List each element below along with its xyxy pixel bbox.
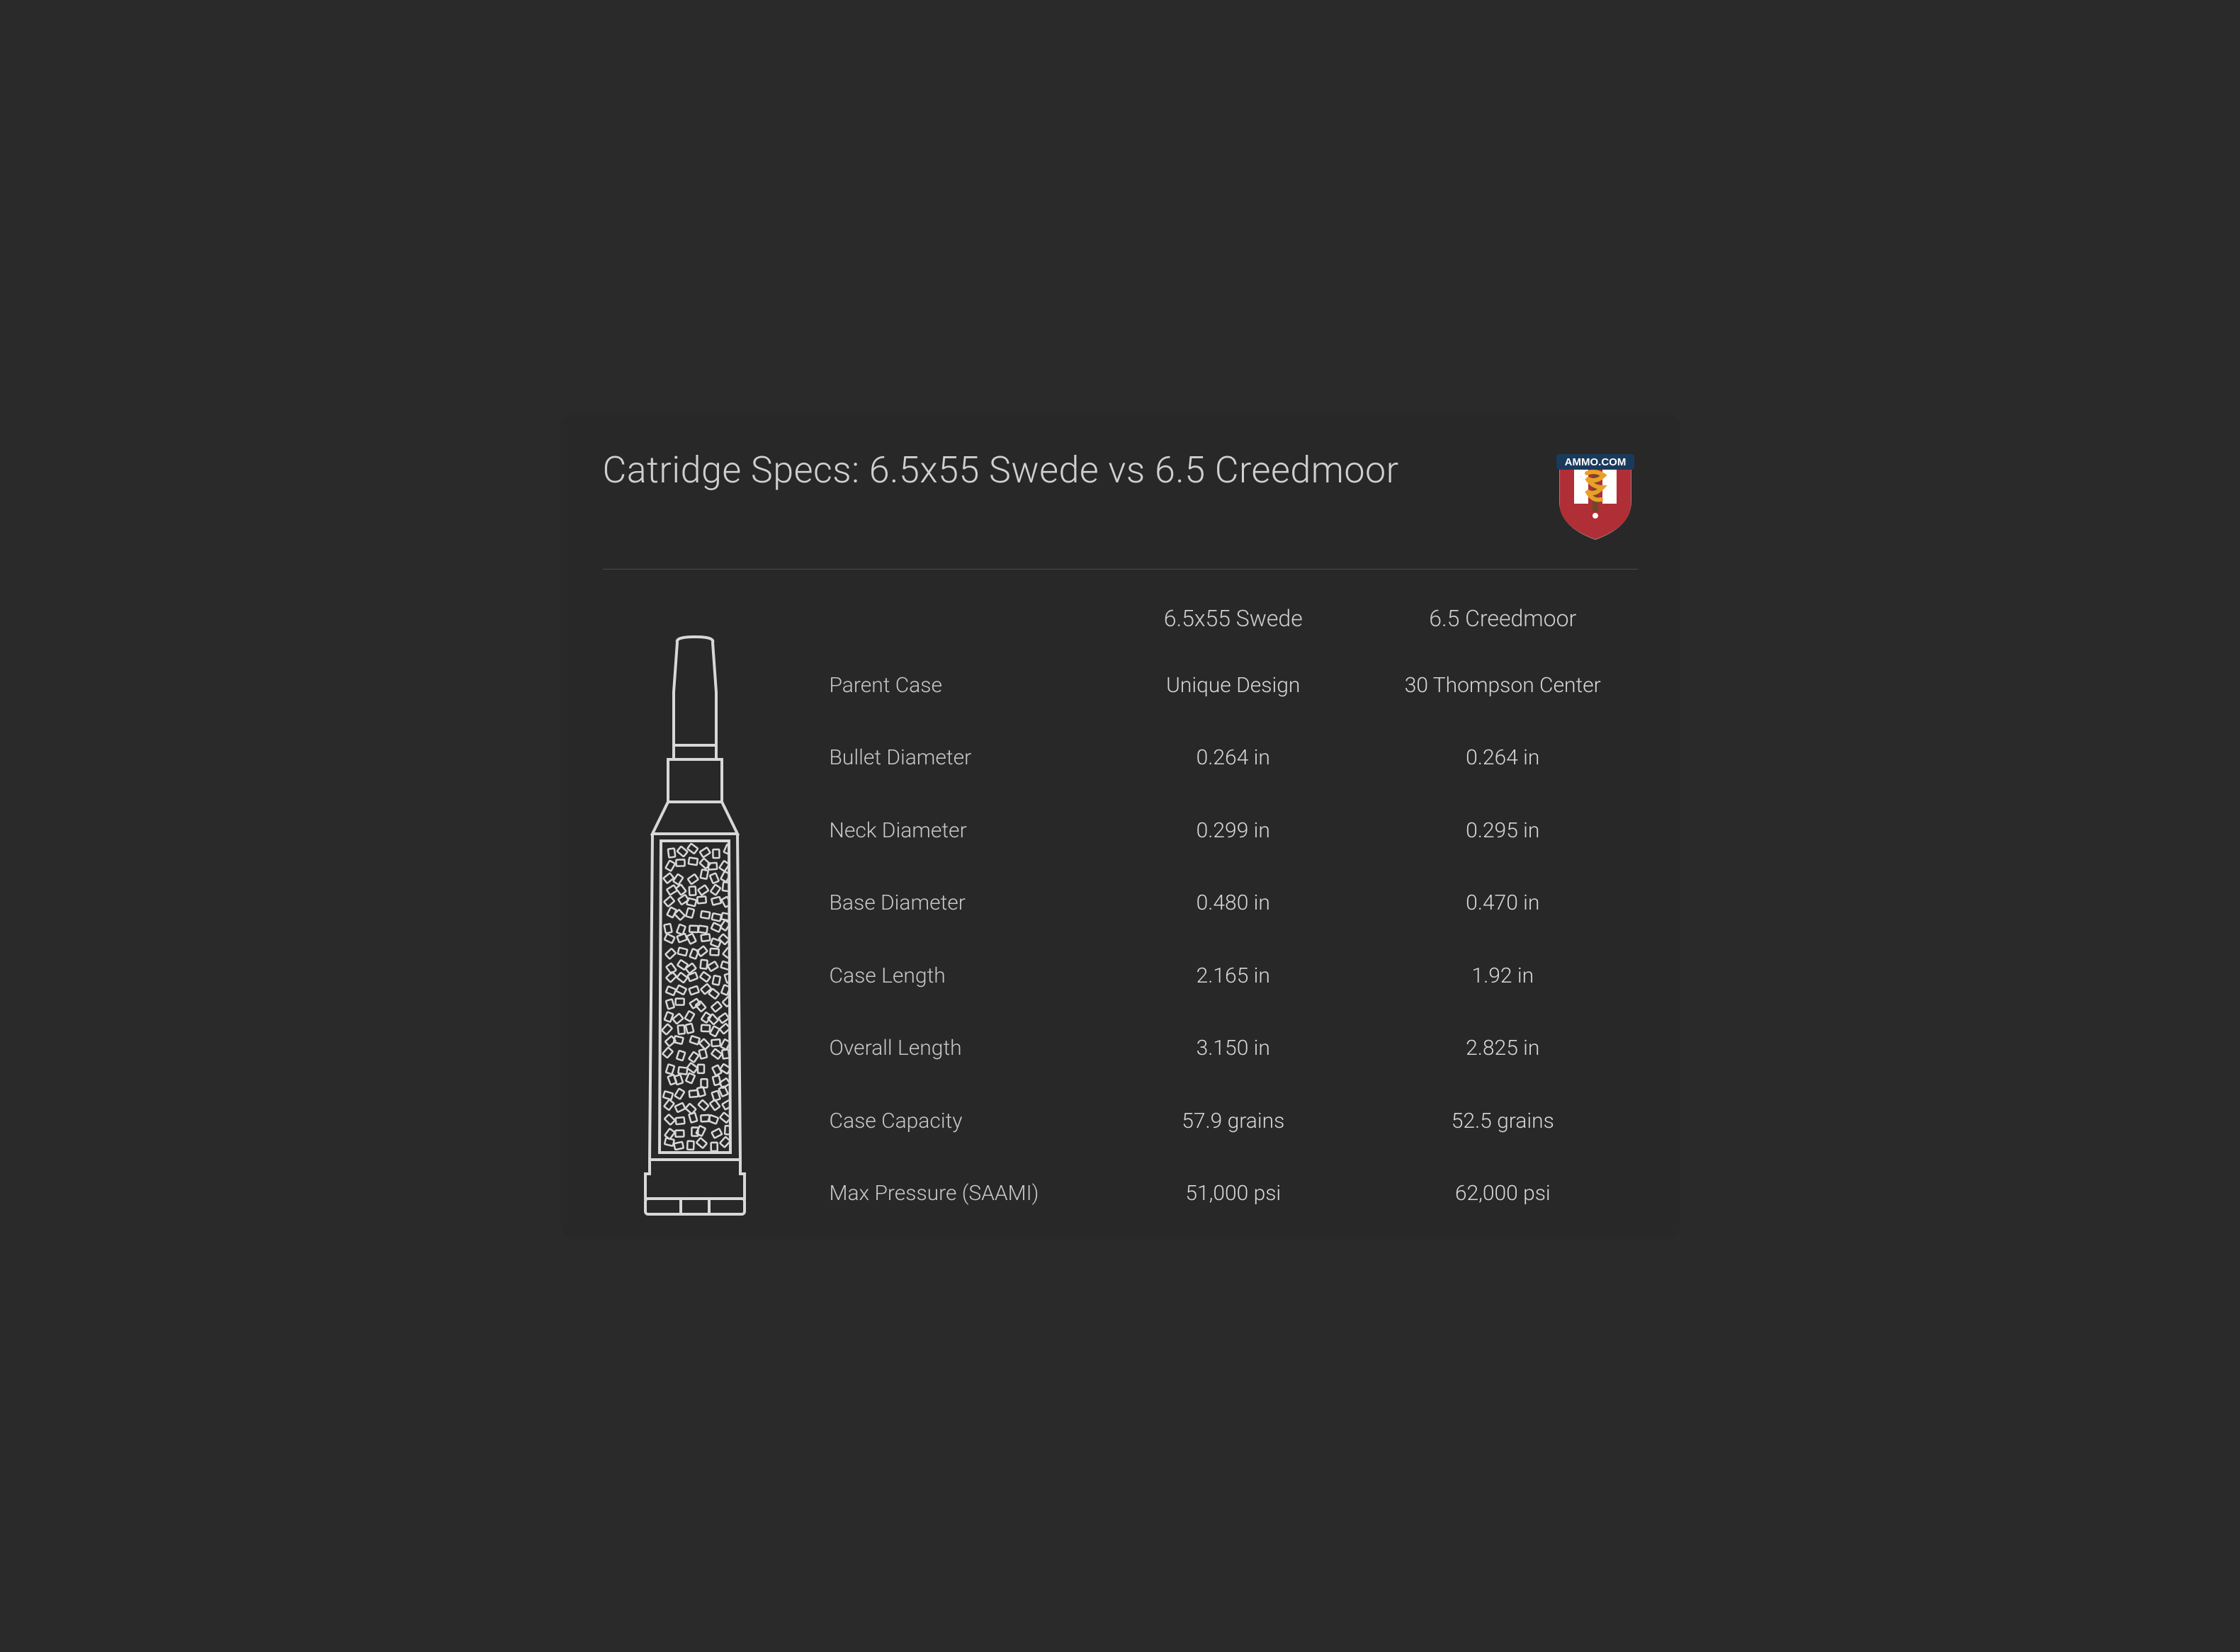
table-row: Parent CaseUnique Design30 Thompson Cent… (830, 660, 1638, 710)
spec-value-col1: 57.9 grains (1099, 1109, 1369, 1133)
spec-value-col1: 0.264 in (1099, 745, 1369, 770)
header-divider (603, 569, 1638, 570)
card-header: Catridge Specs: 6.5x55 Swede vs 6.5 Cree… (603, 448, 1638, 541)
spec-card: Catridge Specs: 6.5x55 Swede vs 6.5 Cree… (560, 413, 1680, 1239)
spec-label: Bullet Diameter (830, 744, 1099, 771)
table-body: Parent CaseUnique Design30 Thompson Cent… (830, 660, 1638, 1218)
spec-value-col2: 62,000 psi (1368, 1181, 1638, 1206)
spec-value-col1: 0.480 in (1099, 890, 1369, 915)
spec-table: 6.5x55 Swede 6.5 Creedmoor Parent CaseUn… (830, 605, 1638, 1218)
spec-value-col1: 3.150 in (1099, 1036, 1369, 1060)
spec-value-col2: 0.470 in (1368, 890, 1638, 915)
spec-label: Parent Case (830, 672, 1099, 699)
table-row: Overall Length3.150 in2.825 in (830, 1024, 1638, 1073)
spec-value-col2: 0.295 in (1368, 818, 1638, 843)
spec-label: Neck Diameter (830, 817, 1099, 844)
spec-value-col2: 30 Thompson Center (1368, 673, 1638, 698)
table-row: Case Capacity57.9 grains52.5 grains (830, 1096, 1638, 1145)
spec-value-col2: 1.92 in (1368, 963, 1638, 988)
spec-value-col2: 2.825 in (1368, 1036, 1638, 1060)
column-header-1: 6.5x55 Swede (1099, 605, 1369, 632)
table-row: Case Length2.165 in1.92 in (830, 951, 1638, 1000)
logo-text: AMMO.COM (1564, 456, 1626, 468)
spec-value-col1: 2.165 in (1099, 963, 1369, 988)
table-row: Max Pressure (SAAMI)51,000 psi62,000 psi (830, 1169, 1638, 1218)
spec-value-col1: Unique Design (1099, 673, 1369, 698)
content-area: 6.5x55 Swede 6.5 Creedmoor Parent CaseUn… (603, 605, 1638, 1218)
spec-label: Case Length (830, 962, 1099, 990)
table-header-row: 6.5x55 Swede 6.5 Creedmoor (830, 605, 1638, 632)
table-row: Base Diameter0.480 in0.470 in (830, 878, 1638, 928)
shield-icon: AMMO.COM (1553, 448, 1638, 541)
page-title: Catridge Specs: 6.5x55 Swede vs 6.5 Cree… (603, 448, 1399, 492)
spec-value-col1: 51,000 psi (1099, 1181, 1369, 1206)
table-row: Bullet Diameter0.264 in0.264 in (830, 733, 1638, 783)
spec-label: Base Diameter (830, 889, 1099, 917)
spec-label: Case Capacity (830, 1107, 1099, 1135)
bullet-illustration-column (603, 605, 787, 1218)
spec-label: Overall Length (830, 1034, 1099, 1062)
spec-value-col1: 0.299 in (1099, 818, 1369, 843)
spec-value-col2: 52.5 grains (1368, 1109, 1638, 1133)
brand-logo: AMMO.COM (1553, 448, 1638, 541)
spec-value-col2: 0.264 in (1368, 745, 1638, 770)
header-spacer (830, 605, 1099, 632)
cartridge-icon (624, 635, 766, 1216)
column-header-2: 6.5 Creedmoor (1368, 605, 1638, 632)
spec-label: Max Pressure (SAAMI) (830, 1179, 1099, 1207)
table-row: Neck Diameter0.299 in0.295 in (830, 805, 1638, 855)
